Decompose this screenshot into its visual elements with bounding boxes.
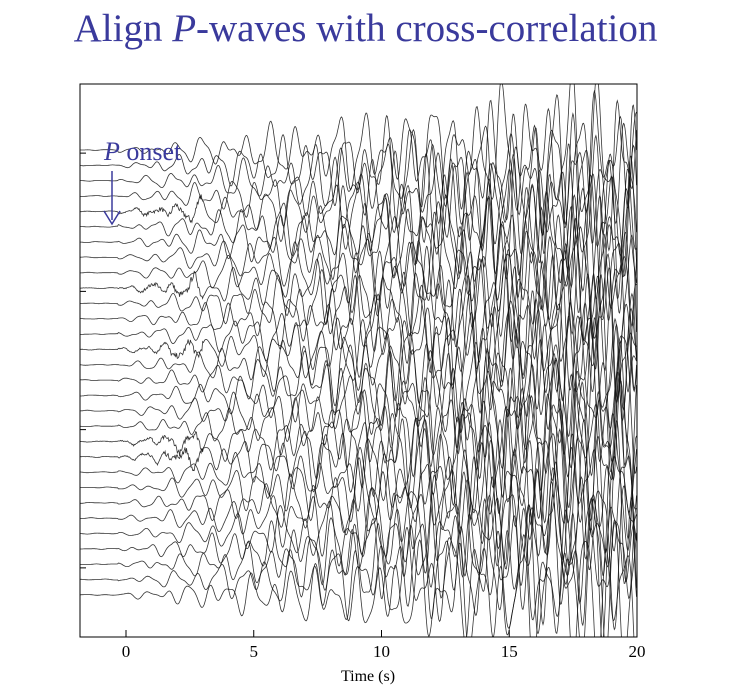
seismogram-trace — [80, 316, 637, 474]
p-onset-annotation: P onset — [103, 137, 182, 226]
seismogram-trace — [80, 340, 637, 510]
x-tick-label: 15 — [501, 642, 518, 661]
seismogram-trace — [80, 234, 637, 401]
seismogram-trace — [80, 533, 635, 637]
seismogram-trace — [80, 206, 637, 391]
page-title: Align P-waves with cross-correlation — [73, 7, 658, 50]
seismogram-trace — [80, 194, 637, 349]
onset-arrow-head-icon — [103, 210, 121, 226]
seismogram-trace — [80, 217, 637, 393]
seismogram-trace — [80, 418, 637, 597]
annotation-italic: P — [103, 137, 120, 166]
x-tick-label: 5 — [249, 642, 258, 661]
seismogram-trace — [80, 84, 637, 212]
seismogram-trace — [80, 476, 637, 637]
x-tick-label: 10 — [373, 642, 390, 661]
seismogram-trace — [80, 419, 637, 583]
x-axis-ticks: 0 5 10 15 20 — [122, 630, 646, 661]
seismogram-trace — [80, 273, 637, 423]
y-axis-ticks — [80, 152, 86, 569]
seismogram-trace — [80, 412, 637, 576]
seismogram-trace — [80, 493, 637, 637]
trace-group — [80, 84, 637, 637]
x-axis-label: Time (s) — [341, 668, 395, 685]
seismogram-trace — [80, 384, 637, 554]
x-tick-label: 20 — [629, 642, 646, 661]
plot-frame — [79, 83, 638, 638]
x-tick-label: 0 — [122, 642, 131, 661]
svg-text:P onset: P onset — [103, 137, 182, 166]
seismogram-trace — [80, 143, 637, 314]
annotation-text: onset — [120, 137, 182, 166]
seismogram-trace — [80, 461, 637, 631]
